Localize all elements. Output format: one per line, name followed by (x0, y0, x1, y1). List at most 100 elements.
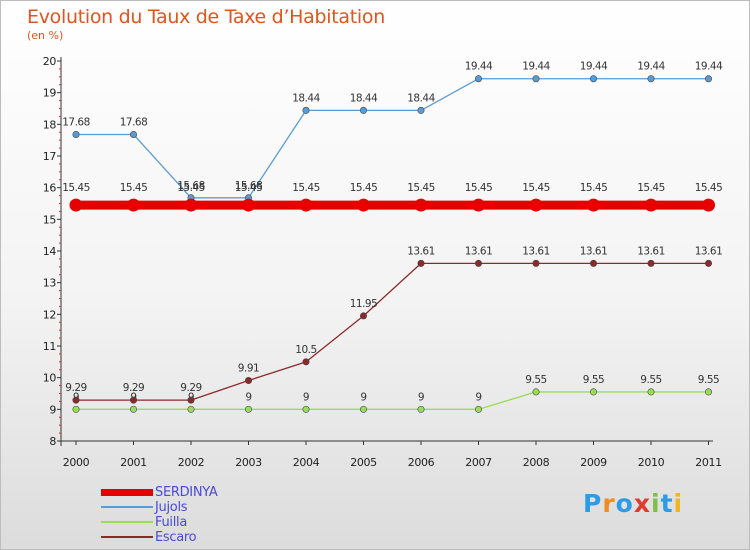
x-tick-label: 2011 (695, 456, 721, 469)
series-line-fuilla (76, 391, 709, 410)
data-label-fuilla: 9 (303, 391, 309, 403)
proxiti-logo: Proxiti (583, 489, 683, 518)
data-label-jujols: 18.44 (407, 92, 435, 104)
x-tick-label: 2000 (63, 456, 90, 469)
legend-label-escaro: Escaro (155, 530, 197, 545)
data-label-jujols: 19.44 (695, 61, 723, 73)
point-escaro (589, 259, 597, 267)
legend-label-fuilla: Fuilla (155, 515, 188, 530)
legend-swatch-serdinya (101, 488, 153, 496)
data-label-serdinya: 15.45 (407, 182, 435, 194)
point-jujols (302, 106, 310, 114)
data-label-jujols: 17.68 (62, 116, 90, 128)
data-label-serdinya: 15.45 (177, 182, 205, 194)
point-serdinya (702, 198, 715, 212)
data-label-serdinya: 15.45 (120, 182, 148, 194)
point-serdinya (127, 198, 140, 212)
point-fuilla (589, 388, 597, 396)
point-fuilla (187, 405, 195, 413)
y-tick-label: 10 (43, 372, 57, 385)
x-tick-label: 2002 (178, 456, 204, 469)
logo-letter: i (651, 489, 661, 518)
logo-letter: P (583, 489, 603, 518)
point-escaro (532, 259, 540, 267)
chart-unit: (en %) (27, 29, 64, 42)
point-escaro (245, 377, 253, 385)
data-label-escaro: 13.61 (695, 245, 723, 257)
x-tick-label: 2007 (465, 456, 492, 469)
y-tick-label: 9 (49, 403, 56, 416)
logo-letter: t (660, 489, 674, 518)
point-fuilla (647, 388, 655, 396)
point-jujols (532, 75, 540, 83)
point-jujols (589, 75, 597, 83)
point-serdinya (357, 198, 370, 212)
data-label-jujols: 18.44 (350, 92, 378, 104)
logo-letter: x (633, 489, 651, 518)
point-escaro (72, 396, 80, 404)
point-serdinya (242, 198, 255, 212)
data-label-escaro: 13.61 (522, 245, 550, 257)
y-tick-label: 8 (49, 435, 56, 448)
point-jujols (130, 130, 138, 138)
point-jujols (417, 106, 425, 114)
data-label-serdinya: 15.45 (292, 182, 320, 194)
data-label-jujols: 18.44 (292, 92, 320, 104)
data-label-jujols: 19.44 (522, 61, 550, 73)
data-label-escaro: 13.61 (465, 245, 493, 257)
x-tick-label: 2009 (580, 456, 607, 469)
data-label-escaro: 9.29 (180, 382, 201, 394)
data-label-jujols: 19.44 (637, 61, 665, 73)
logo-letter: r (602, 489, 616, 518)
data-label-serdinya: 15.45 (637, 182, 665, 194)
point-fuilla (704, 388, 712, 396)
point-fuilla (130, 405, 138, 413)
y-tick-label: 18 (43, 118, 57, 131)
point-serdinya (414, 198, 428, 212)
y-tick-label: 19 (43, 87, 57, 100)
legend: SERDINYA Jujols Fuilla Escaro (101, 485, 301, 545)
x-tick-label: 2005 (350, 456, 377, 469)
data-label-escaro: 13.61 (580, 245, 608, 257)
data-label-fuilla: 9.55 (583, 374, 604, 386)
data-label-serdinya: 15.45 (62, 182, 90, 194)
series-line-escaro (76, 262, 709, 401)
point-fuilla (417, 405, 425, 413)
data-label-fuilla: 9 (245, 391, 251, 403)
point-escaro (359, 312, 367, 320)
chart-title: Evolution du Taux de Taxe d’Habitation (27, 6, 385, 28)
point-fuilla (359, 405, 367, 413)
data-label-fuilla: 9.55 (640, 374, 661, 386)
data-label-fuilla: 9 (360, 391, 366, 403)
logo-letter: i (673, 489, 684, 518)
legend-label-serdinya: SERDINYA (155, 485, 218, 500)
point-escaro (130, 396, 138, 404)
legend-item-jujols: Jujols (101, 500, 301, 515)
point-serdinya (69, 198, 83, 212)
legend-swatch-jujols (101, 506, 153, 508)
point-jujols (647, 75, 655, 83)
series-line-jujols (76, 78, 709, 199)
point-serdinya (472, 198, 485, 212)
data-label-escaro: 13.61 (407, 245, 435, 257)
data-label-escaro: 9.91 (238, 363, 259, 375)
data-label-jujols: 17.68 (120, 116, 148, 128)
legend-swatch-escaro (101, 536, 153, 538)
data-label-escaro: 9.29 (123, 382, 144, 394)
y-tick-label: 12 (43, 308, 56, 321)
data-label-serdinya: 15.45 (580, 182, 608, 194)
y-tick-label: 11 (43, 340, 56, 353)
x-tick-label: 2008 (523, 456, 550, 469)
data-label-escaro: 10.5 (295, 344, 316, 356)
data-label-serdinya: 15.45 (465, 182, 493, 194)
point-jujols (704, 75, 712, 83)
point-fuilla (474, 405, 482, 413)
data-label-fuilla: 9 (475, 391, 481, 403)
x-tick-label: 2003 (235, 456, 262, 469)
data-label-serdinya: 15.45 (522, 182, 550, 194)
x-tick-label: 2001 (120, 456, 146, 469)
legend-swatch-fuilla (101, 521, 153, 523)
point-serdinya (299, 198, 313, 212)
data-label-jujols: 19.44 (580, 61, 608, 73)
